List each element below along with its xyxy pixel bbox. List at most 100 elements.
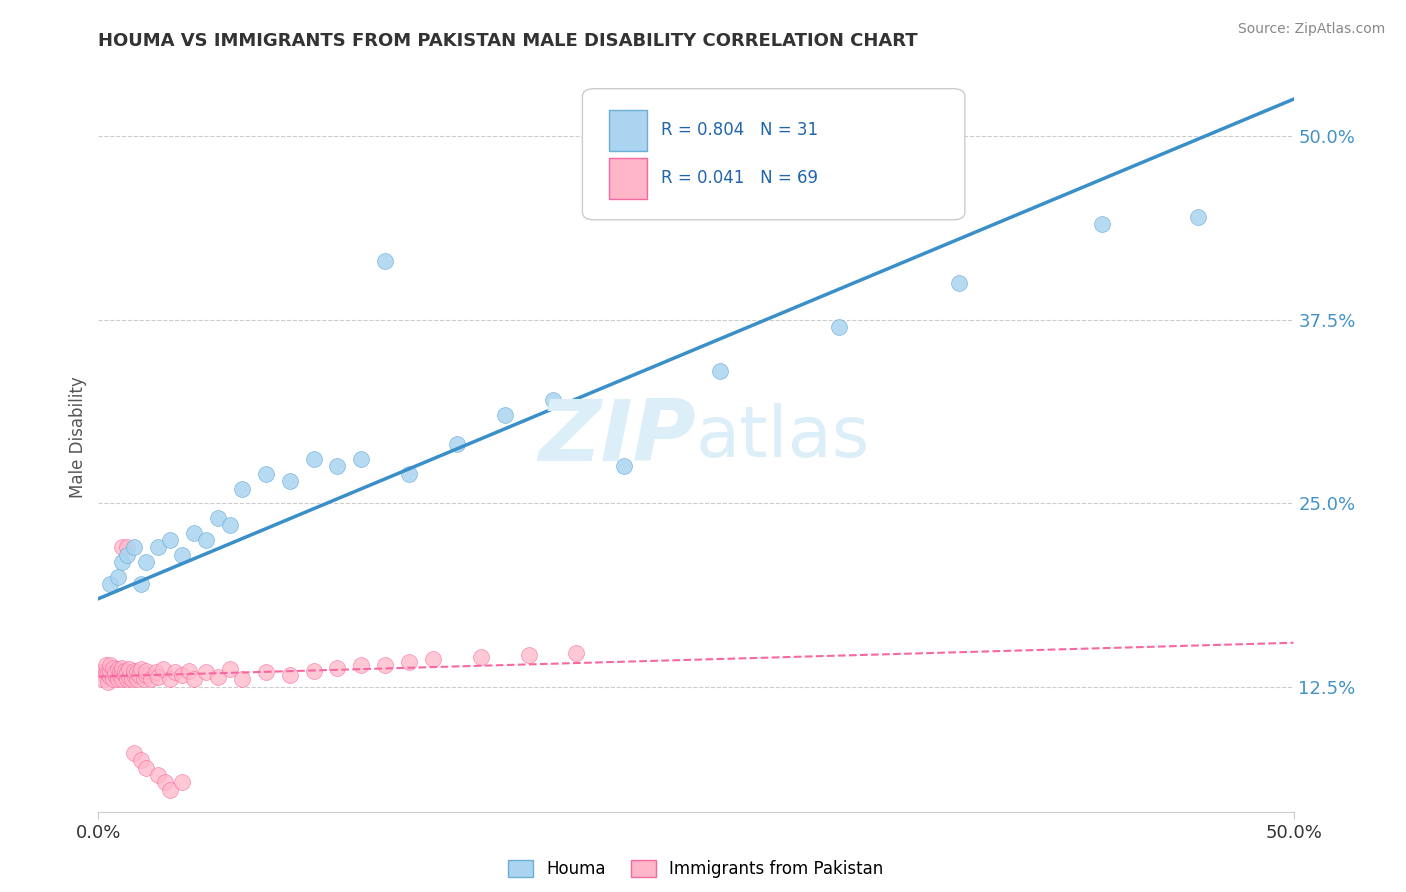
Point — [107, 673, 129, 687]
Text: R = 0.804   N = 31: R = 0.804 N = 31 — [661, 121, 818, 139]
Point — [104, 665, 127, 680]
Point — [91, 673, 114, 687]
Point — [159, 533, 181, 547]
Point — [541, 393, 564, 408]
Point — [108, 668, 131, 682]
Point — [398, 467, 420, 481]
Point — [231, 482, 253, 496]
Point — [374, 253, 396, 268]
Point — [231, 673, 253, 687]
Point — [163, 665, 186, 680]
Point — [104, 668, 127, 682]
Point — [145, 665, 167, 680]
Point — [254, 665, 277, 680]
Point — [121, 673, 143, 687]
Point — [115, 541, 138, 555]
Point — [148, 541, 170, 555]
Point — [111, 555, 134, 569]
Point — [98, 657, 122, 672]
Point — [111, 665, 134, 680]
Point — [326, 459, 349, 474]
Point — [132, 673, 155, 687]
Point — [131, 662, 153, 676]
Point — [125, 673, 148, 687]
Point — [828, 319, 851, 334]
Point — [125, 665, 148, 680]
Point — [128, 668, 150, 682]
Point — [1091, 217, 1114, 231]
Point — [98, 669, 122, 683]
Point — [183, 673, 205, 687]
Point — [148, 768, 170, 782]
Text: R = 0.041   N = 69: R = 0.041 N = 69 — [661, 169, 818, 187]
Point — [278, 474, 301, 488]
Point — [111, 541, 134, 555]
Point — [446, 437, 468, 451]
Point — [115, 665, 138, 680]
Point — [124, 746, 146, 760]
Bar — [609, 110, 647, 151]
Point — [114, 664, 136, 678]
Point — [118, 662, 141, 676]
Point — [107, 662, 129, 676]
Point — [108, 664, 131, 678]
Point — [470, 650, 492, 665]
Point — [302, 452, 325, 467]
Text: ZIP: ZIP — [538, 395, 696, 479]
Point — [207, 511, 229, 525]
Point — [494, 408, 516, 422]
Y-axis label: Male Disability: Male Disability — [69, 376, 87, 498]
Point — [159, 782, 181, 797]
Point — [179, 664, 201, 678]
Point — [195, 665, 218, 680]
Point — [135, 761, 157, 775]
FancyBboxPatch shape — [582, 88, 965, 219]
Point — [114, 668, 136, 682]
Text: Source: ZipAtlas.com: Source: ZipAtlas.com — [1237, 22, 1385, 37]
Point — [101, 673, 124, 687]
Point — [97, 665, 120, 680]
Point — [422, 652, 444, 666]
Point — [183, 525, 205, 540]
Point — [94, 657, 117, 672]
Point — [124, 668, 146, 682]
Point — [172, 668, 194, 682]
Point — [350, 657, 373, 672]
Point — [219, 662, 242, 676]
Point — [139, 673, 162, 687]
Point — [159, 673, 181, 687]
Point — [374, 657, 396, 672]
Point — [172, 775, 194, 789]
Point — [135, 555, 157, 569]
Point — [350, 452, 373, 467]
Point — [219, 518, 242, 533]
Text: HOUMA VS IMMIGRANTS FROM PAKISTAN MALE DISABILITY CORRELATION CHART: HOUMA VS IMMIGRANTS FROM PAKISTAN MALE D… — [98, 32, 918, 50]
Point — [135, 664, 157, 678]
Point — [278, 668, 301, 682]
Point — [565, 646, 588, 660]
Point — [326, 661, 349, 675]
Point — [131, 577, 153, 591]
Point — [1187, 210, 1209, 224]
Point — [613, 459, 636, 474]
Point — [709, 364, 731, 378]
Point — [115, 673, 138, 687]
Point — [302, 664, 325, 678]
Point — [118, 669, 141, 683]
Point — [94, 665, 117, 680]
Point — [98, 577, 122, 591]
Point — [97, 675, 120, 690]
Point — [90, 665, 112, 680]
Point — [124, 541, 146, 555]
Point — [111, 661, 134, 675]
Point — [135, 668, 157, 682]
Point — [98, 664, 122, 678]
Point — [115, 548, 138, 562]
Point — [948, 276, 970, 290]
Point — [101, 661, 124, 675]
Bar — [609, 158, 647, 199]
Point — [195, 533, 218, 547]
Point — [131, 753, 153, 767]
Point — [152, 662, 174, 676]
Point — [207, 669, 229, 683]
